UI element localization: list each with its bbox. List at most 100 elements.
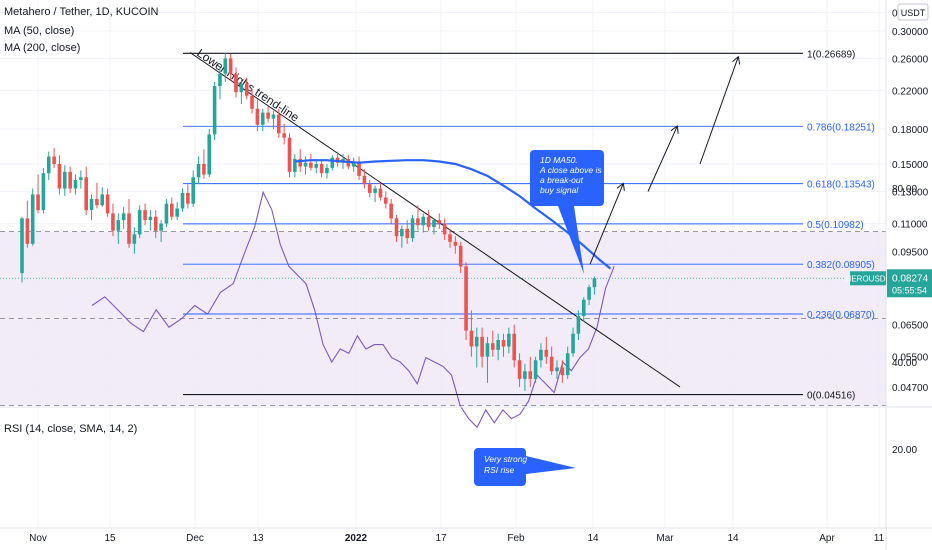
candle-body xyxy=(164,203,169,224)
candle-body xyxy=(394,218,399,237)
candle-body xyxy=(127,213,131,244)
candle-body xyxy=(373,188,377,193)
projection-arrow[interactable] xyxy=(647,127,677,192)
candle-body xyxy=(426,216,431,228)
candle-body xyxy=(207,134,212,175)
ma50-callout-line: a break-out xyxy=(540,175,584,185)
rsi-pane xyxy=(0,190,886,429)
candle-body xyxy=(325,167,329,174)
candle-body xyxy=(560,367,565,376)
candle-body xyxy=(196,163,201,178)
rsi-tick-label: 40.00 xyxy=(892,358,917,369)
candle-body xyxy=(432,220,436,228)
candle-body xyxy=(544,349,549,357)
candle-body xyxy=(512,333,516,361)
candle-body xyxy=(143,210,147,221)
candle-body xyxy=(491,343,495,350)
time-tick-label: 14 xyxy=(727,533,739,544)
ma50-legend[interactable]: MA (50, close) xyxy=(4,25,75,37)
candle-body xyxy=(523,371,527,379)
ma50-callout-bubble[interactable] xyxy=(530,150,604,274)
candle-body xyxy=(239,83,244,93)
candle-body xyxy=(111,213,115,231)
fib-level-label: 0.618(0.13543) xyxy=(807,180,875,191)
candle-body xyxy=(389,203,393,219)
candle-body xyxy=(218,73,222,87)
time-tick-label: 13 xyxy=(252,533,264,544)
fib-level-label: 0.5(0.10982) xyxy=(807,220,864,231)
candle-body xyxy=(63,171,67,189)
price-tick-label: 0.04700 xyxy=(892,383,929,394)
fib-level-label: 1(0.26689) xyxy=(807,49,855,60)
candle-body xyxy=(496,340,500,350)
candle-body xyxy=(405,228,409,239)
candle-body xyxy=(533,360,538,379)
rsi-callout-line: Very strong xyxy=(484,454,527,464)
projection-arrow[interactable] xyxy=(699,58,738,165)
symbol-title: Metahero / Tether, 1D, KUCOIN xyxy=(4,6,159,18)
symbol-tag[interactable] xyxy=(850,271,886,286)
time-tick-label: 11 xyxy=(874,533,885,544)
candle-body xyxy=(410,218,415,239)
fib-level-label: 0.786(0.18251) xyxy=(807,122,875,133)
ma50-callout-line: 1D MA50. xyxy=(540,155,578,165)
candle-body xyxy=(121,213,126,221)
fib-level-label: 0.236(0.06870) xyxy=(807,310,875,321)
candle-body xyxy=(458,245,463,267)
candle-body xyxy=(400,228,404,237)
ma200-legend[interactable]: MA (200, close) xyxy=(4,42,81,54)
candle-body xyxy=(319,163,324,174)
candle-body xyxy=(46,156,51,174)
price-tick-label: 0.26000 xyxy=(892,54,929,65)
candle-body xyxy=(501,340,506,347)
candle-body xyxy=(485,343,490,357)
time-tick-label: 2022 xyxy=(345,533,368,544)
candle-body xyxy=(581,299,586,316)
candle-body xyxy=(453,241,458,246)
candle-body xyxy=(223,58,228,74)
price-tick-label: 0.22000 xyxy=(892,86,929,97)
candle-body xyxy=(416,218,420,226)
rsi-callout-bubble[interactable] xyxy=(474,448,576,486)
candle-body xyxy=(68,171,72,189)
price-tick-label: 0.13000 xyxy=(892,187,929,198)
price-tag[interactable] xyxy=(887,269,932,298)
candle-body xyxy=(367,184,372,193)
price-tick-label: 0.06500 xyxy=(892,321,929,332)
lower-highs-trend-line[interactable] xyxy=(189,52,681,388)
currency-badge[interactable] xyxy=(897,3,929,21)
candle-body xyxy=(137,210,142,235)
candle-body xyxy=(571,333,575,354)
rsi-legend[interactable]: RSI (14, close, SMA, 14, 2) xyxy=(4,423,138,435)
price-tick-label: 0.09500 xyxy=(892,248,929,259)
candle-body xyxy=(517,360,522,379)
time-tick-label: 15 xyxy=(104,533,116,544)
rsi-tick-label: 80.00 xyxy=(892,184,917,195)
candle-body xyxy=(298,158,302,167)
candle-body xyxy=(314,163,319,168)
projection-arrow[interactable] xyxy=(589,184,623,265)
price-tick-label: 0.11000 xyxy=(892,220,928,231)
candles xyxy=(20,52,597,392)
price-tick-label: 0.05500 xyxy=(892,353,929,364)
candle-body xyxy=(330,157,335,168)
time-tick-label: Dec xyxy=(186,533,204,544)
currency-label: USDT xyxy=(901,8,926,18)
candle-body xyxy=(234,73,238,93)
candle-body xyxy=(287,137,292,172)
candle-body xyxy=(469,330,474,347)
projection-arrows[interactable] xyxy=(589,58,738,265)
fibonacci-retracement[interactable]: 1(0.26689) 0.786(0.18251) 0.618(0.13543) 0.… xyxy=(183,49,875,402)
candle-body xyxy=(132,234,137,244)
candle-body xyxy=(303,162,308,167)
ma50-callout-line: A close above is xyxy=(539,165,602,175)
candle-body xyxy=(266,112,270,119)
candle-body xyxy=(357,161,361,176)
candle-body xyxy=(384,197,388,204)
ma50-line[interactable] xyxy=(294,159,612,270)
time-tick-label: Mar xyxy=(656,533,674,544)
candle-body xyxy=(84,177,88,211)
